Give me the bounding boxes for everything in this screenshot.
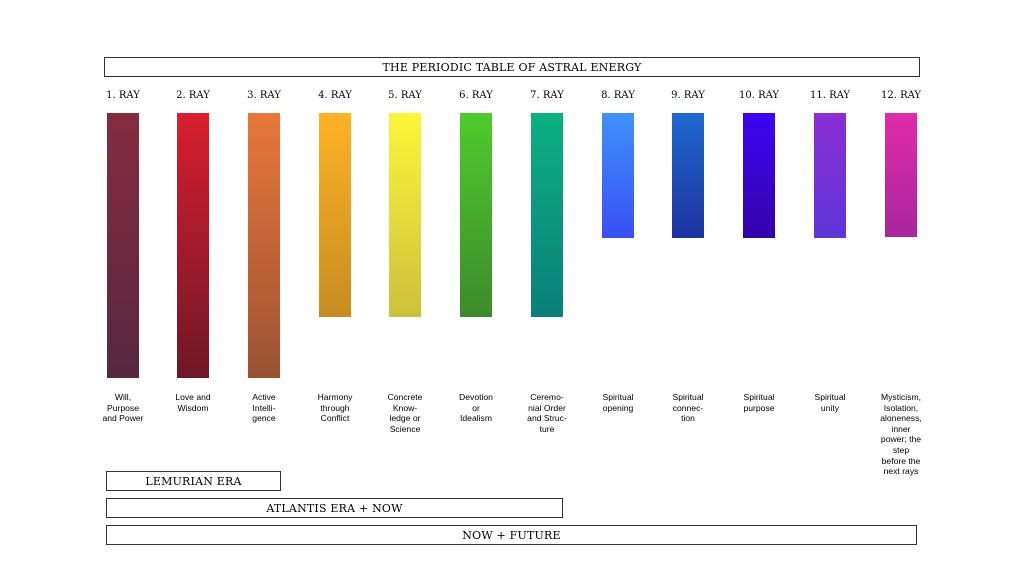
ray-description: Spiritual connec- tion — [672, 392, 704, 424]
ray-bar — [248, 113, 280, 378]
ray-description: Ceremo- nial Order and Struc- ture — [527, 392, 567, 434]
ray-description: Spiritual opening — [602, 392, 634, 413]
ray-label: 4. RAY — [318, 90, 352, 101]
era-lemurian: LEMURIAN ERA — [106, 471, 281, 491]
ray-label: 12. RAY — [880, 90, 922, 101]
ray-bar — [531, 113, 563, 317]
ray-bar — [177, 113, 209, 378]
ray-label: 9. RAY — [671, 90, 705, 101]
ray-label: 1. RAY — [106, 90, 140, 101]
ray-description: Active Intelli- gence — [252, 392, 276, 424]
ray-description: Harmony through Conflict — [317, 392, 353, 424]
ray-description: Love and Wisdom — [175, 392, 211, 413]
ray-label: 11. RAY — [809, 90, 851, 101]
ray-description: Spiritual purpose — [743, 392, 775, 413]
ray-label: 2. RAY — [176, 90, 210, 101]
ray-label: 7. RAY — [530, 90, 564, 101]
ray-bar — [885, 113, 917, 237]
ray-description: Mysticism, Isolation, aloneness, inner p… — [880, 392, 922, 477]
ray-bar — [743, 113, 775, 238]
ray-description: Spiritual unity — [814, 392, 846, 413]
ray-bar — [460, 113, 492, 317]
ray-bar — [672, 113, 704, 238]
ray-label: 3. RAY — [247, 90, 281, 101]
ray-label: 8. RAY — [601, 90, 635, 101]
ray-label: 6. RAY — [459, 90, 493, 101]
ray-description: Will, Purpose and Power — [102, 392, 144, 424]
page-title: THE PERIODIC TABLE OF ASTRAL ENERGY — [104, 57, 920, 77]
ray-description: Concrete Know- ledge or Science — [387, 392, 423, 434]
ray-label: 5. RAY — [388, 90, 422, 101]
ray-bar — [319, 113, 351, 317]
ray-bar — [107, 113, 139, 378]
era-atlantis: ATLANTIS ERA + NOW — [106, 498, 563, 518]
ray-description: Devotion or Idealism — [459, 392, 493, 424]
ray-bar — [814, 113, 846, 238]
ray-bar — [602, 113, 634, 238]
ray-label: 10. RAY — [738, 90, 780, 101]
era-now-future: NOW + FUTURE — [106, 525, 917, 545]
ray-bar — [389, 113, 421, 317]
